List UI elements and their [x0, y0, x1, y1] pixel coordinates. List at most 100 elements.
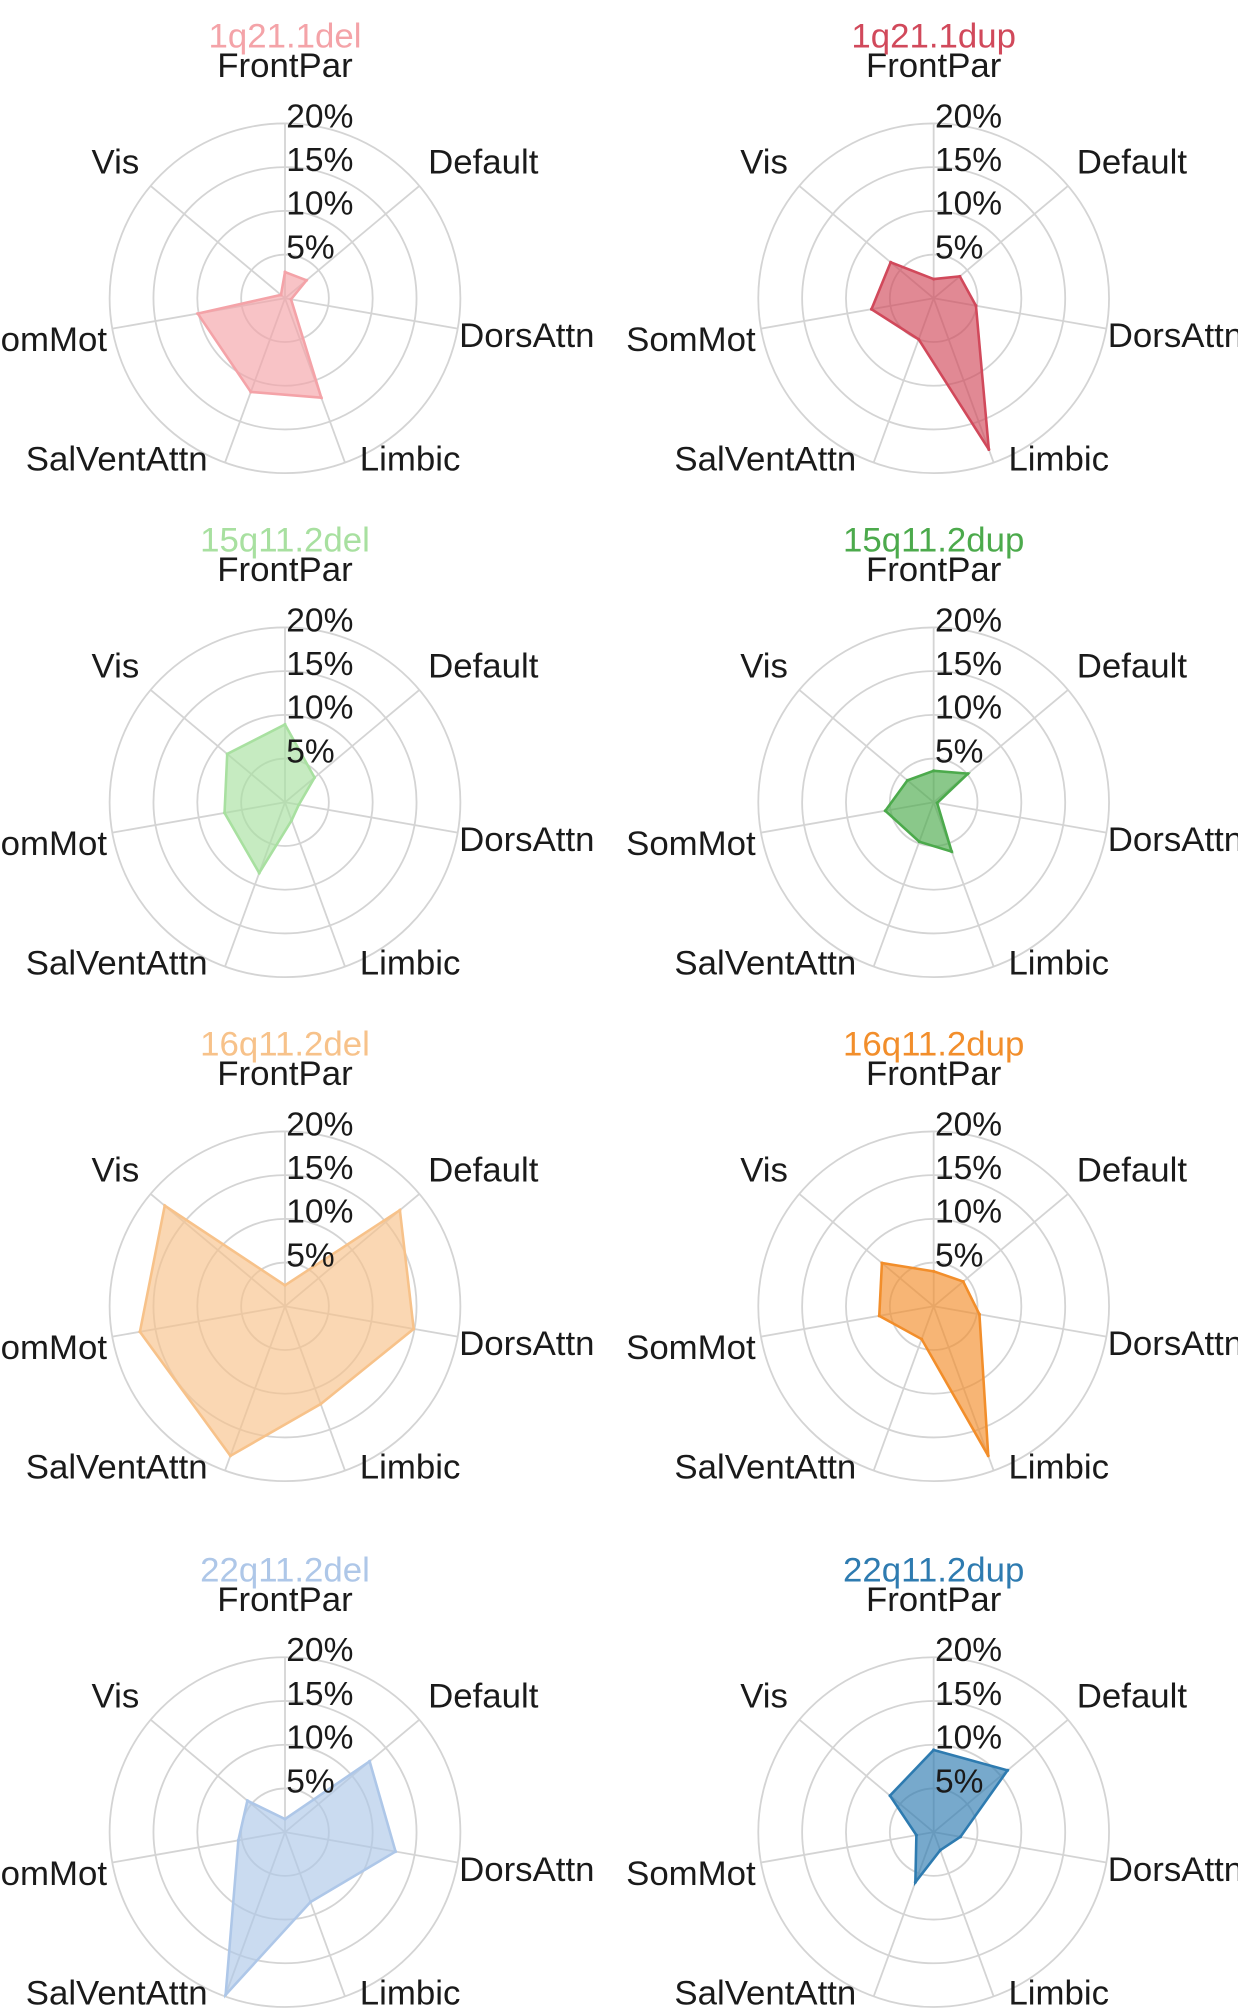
- data-point-frontpar: [932, 1269, 936, 1273]
- radial-tick-label: 15%: [935, 1676, 1002, 1713]
- radial-tick-label: 5%: [286, 229, 334, 266]
- axis-label-salventattn: SalVentAttn: [26, 1449, 208, 1487]
- axis-label-vis: Vis: [92, 648, 140, 686]
- axis-label-vis: Vis: [740, 144, 788, 182]
- axis-label-vis: Vis: [92, 1152, 140, 1190]
- axis-label-vis: Vis: [92, 144, 140, 182]
- axis-label-sommot: SomMot: [0, 1329, 107, 1367]
- axis-label-limbic: Limbic: [1008, 945, 1109, 983]
- spoke-dorsattn: [933, 801, 1107, 834]
- axis-label-vis: Vis: [92, 1677, 140, 1715]
- radar-panel-16q11-2dup: 5% 10% 15% 20% FrontPar Default DorsAttn Limbic…: [626, 1026, 1238, 1487]
- radial-tick-label: 20%: [286, 1106, 353, 1143]
- data-point-vis: [245, 1799, 249, 1803]
- radial-tick-label: 5%: [935, 229, 983, 266]
- axis-label-default: Default: [428, 1152, 539, 1190]
- data-point-sommot: [883, 809, 887, 813]
- axis-label-frontpar: FrontPar: [866, 47, 1001, 85]
- axis-label-salventattn: SalVentAttn: [674, 1974, 856, 2012]
- data-polygon-15q11-2dup: [883, 769, 971, 854]
- axis-label-dorsattn: DorsAttn: [459, 1325, 594, 1363]
- spoke-dorsattn: [284, 801, 458, 834]
- data-point-salventattn: [917, 337, 921, 341]
- data-point-limbic: [308, 1900, 313, 1904]
- data-point-sommot: [196, 312, 200, 316]
- data-point-vis: [279, 293, 283, 297]
- data-point-vis: [888, 1794, 892, 1798]
- data-point-vis: [880, 1261, 884, 1265]
- panel-title-22q11-2del: 22q11.2del: [200, 1551, 370, 1589]
- data-point-frontpar: [932, 769, 936, 773]
- radial-tick-label: 20%: [286, 1632, 353, 1669]
- data-point-limbic: [319, 396, 323, 400]
- data-polygon-22q11-2del: [224, 1759, 398, 1999]
- data-point-salventattn: [249, 390, 253, 394]
- radial-tick-label: 20%: [935, 602, 1002, 639]
- radial-tick-label: 15%: [935, 646, 1002, 683]
- axis-label-limbic: Limbic: [1008, 441, 1109, 479]
- grid-ring-4: [757, 1656, 1110, 2008]
- spoke-vis: [150, 185, 286, 299]
- panel-title-16q11-2del: 16q11.2del: [200, 1026, 370, 1064]
- radial-tick-label: 20%: [286, 602, 353, 639]
- spoke-dorsattn: [284, 297, 458, 330]
- data-polygon-22q11-2dup: [888, 1748, 1010, 1887]
- grid-ring-4: [757, 1130, 1110, 1483]
- data-point-salventattn: [257, 871, 261, 875]
- data-polygon-1q21-1dup: [869, 260, 991, 451]
- data-polygon-16q11-2dup: [877, 1261, 990, 1457]
- data-point-vis: [163, 1204, 167, 1208]
- axis-label-salventattn: SalVentAttn: [674, 441, 856, 479]
- radar-panel-22q11-2del: 5% 10% 15% 20% FrontPar Default DorsAttn Limbic…: [0, 1551, 594, 2012]
- data-point-dorsattn: [974, 304, 978, 308]
- radial-tick-label: 10%: [935, 186, 1002, 223]
- data-point-limbic: [319, 1402, 323, 1406]
- axis-label-default: Default: [1077, 1677, 1188, 1715]
- radar-panel-22q11-2dup: 5% 10% 15% 20% FrontPar Default DorsAttn Limbic…: [626, 1551, 1238, 2012]
- data-point-default: [1006, 1768, 1010, 1772]
- radial-tick-label: 15%: [286, 1150, 353, 1187]
- axis-label-frontpar: FrontPar: [866, 1055, 1001, 1093]
- data-point-sommot: [222, 811, 227, 815]
- data-point-salventattn: [228, 1454, 232, 1458]
- radar-panel-15q11-2dup: 5% 10% 15% 20% FrontPar Default DorsAttn Limbic…: [626, 522, 1238, 983]
- radial-tick-label: 5%: [935, 733, 983, 770]
- axis-label-frontpar: FrontPar: [217, 1581, 352, 1619]
- axis-label-frontpar: FrontPar: [217, 47, 352, 85]
- grid-ring-4: [108, 1656, 462, 2008]
- axis-label-sommot: SomMot: [626, 1855, 756, 1893]
- data-point-limbic: [290, 818, 294, 822]
- data-point-frontpar: [283, 1283, 287, 1287]
- axis-label-dorsattn: DorsAttn: [1108, 821, 1238, 859]
- axis-label-salventattn: SalVentAttn: [674, 945, 856, 983]
- data-point-frontpar: [283, 1817, 287, 1821]
- data-point-frontpar: [283, 270, 287, 274]
- radial-tick-label: 10%: [935, 690, 1002, 727]
- axis-label-sommot: SomMot: [626, 1329, 756, 1367]
- axis-label-salventattn: SalVentAttn: [26, 1974, 208, 2012]
- radial-tick-label: 10%: [935, 1720, 1002, 1757]
- axis-label-limbic: Limbic: [360, 945, 461, 983]
- axis-label-default: Default: [1077, 648, 1188, 686]
- axis-label-dorsattn: DorsAttn: [459, 1851, 594, 1889]
- radial-tick-label: 10%: [286, 690, 353, 727]
- data-point-limbic: [987, 447, 991, 451]
- data-polygon-1q21-1del: [195, 270, 324, 400]
- spoke-dorsattn: [933, 1831, 1107, 1864]
- axis-label-default: Default: [1077, 1152, 1188, 1190]
- data-point-dorsattn: [412, 1327, 416, 1331]
- spoke-limbic: [284, 801, 346, 967]
- axis-label-sommot: SomMot: [0, 321, 107, 359]
- radial-tick-label: 5%: [935, 1763, 983, 1800]
- axis-label-sommot: SomMot: [626, 321, 756, 359]
- radial-tick-label: 20%: [935, 1632, 1002, 1669]
- data-point-default: [304, 278, 309, 282]
- radial-tick-label: 10%: [286, 186, 353, 223]
- axis-label-limbic: Limbic: [360, 1974, 461, 2012]
- radial-tick-label: 15%: [286, 142, 353, 179]
- axis-label-dorsattn: DorsAttn: [459, 317, 594, 355]
- axis-label-dorsattn: DorsAttn: [1108, 317, 1238, 355]
- data-point-sommot: [877, 1314, 881, 1318]
- data-point-frontpar: [932, 1748, 936, 1752]
- data-point-default: [398, 1208, 402, 1212]
